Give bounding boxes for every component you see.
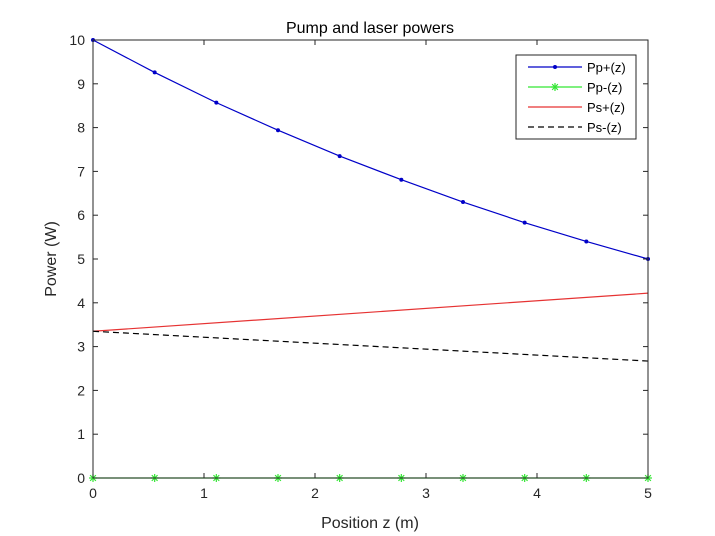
legend: Pp+(z) Pp-(z) Ps+(z) Ps-(z)	[515, 54, 637, 140]
chart-title: Pump and laser powers	[286, 20, 454, 37]
legend-box	[515, 54, 637, 140]
y-axis-label: Power (W)	[43, 221, 60, 297]
y-tick-label: 1	[77, 426, 85, 442]
y-tick-label: 4	[77, 295, 85, 311]
legend-label: Ps-(z)	[587, 120, 622, 135]
series-line-3	[92, 292, 649, 332]
x-tick-label: 1	[200, 485, 208, 501]
series-line-4	[92, 330, 649, 362]
x-axis: 0 1 2 3 4 5	[89, 40, 652, 501]
y-tick-label: 10	[69, 32, 85, 48]
legend-label: Pp-(z)	[587, 80, 622, 95]
data-point-dot	[276, 128, 281, 133]
y-tick-label: 6	[77, 207, 85, 223]
x-tick-label: 2	[311, 485, 319, 501]
data-point-dot	[522, 220, 527, 225]
legend-label: Ps+(z)	[587, 100, 625, 115]
data-point-dot	[584, 239, 589, 244]
legend-label: Pp+(z)	[587, 60, 626, 75]
star-stroke	[551, 83, 559, 91]
x-tick-label: 0	[89, 485, 97, 501]
legend-marker	[553, 65, 557, 69]
x-tick-label: 5	[644, 485, 652, 501]
data-point-dot	[399, 177, 404, 182]
x-tick-label: 4	[533, 485, 541, 501]
y-tick-label: 7	[77, 163, 85, 179]
y-tick-label: 3	[77, 339, 85, 355]
data-point-dot	[337, 154, 342, 159]
series-line-1	[92, 39, 649, 260]
x-tick-label: 3	[422, 485, 430, 501]
y-axis: 0 1 2 3 4 5 6 7 8 9 10	[69, 32, 648, 486]
data-point-dot	[152, 70, 157, 75]
y-tick-label: 9	[77, 76, 85, 92]
y-tick-label: 2	[77, 382, 85, 398]
data-point-star	[551, 83, 559, 91]
x-axis-label: Position z (m)	[321, 515, 419, 532]
data-point-dot	[214, 100, 219, 105]
y-tick-label: 8	[77, 120, 85, 136]
y-tick-label: 0	[77, 470, 85, 486]
data-point-dot	[460, 200, 465, 205]
y-tick-label: 5	[77, 251, 85, 267]
